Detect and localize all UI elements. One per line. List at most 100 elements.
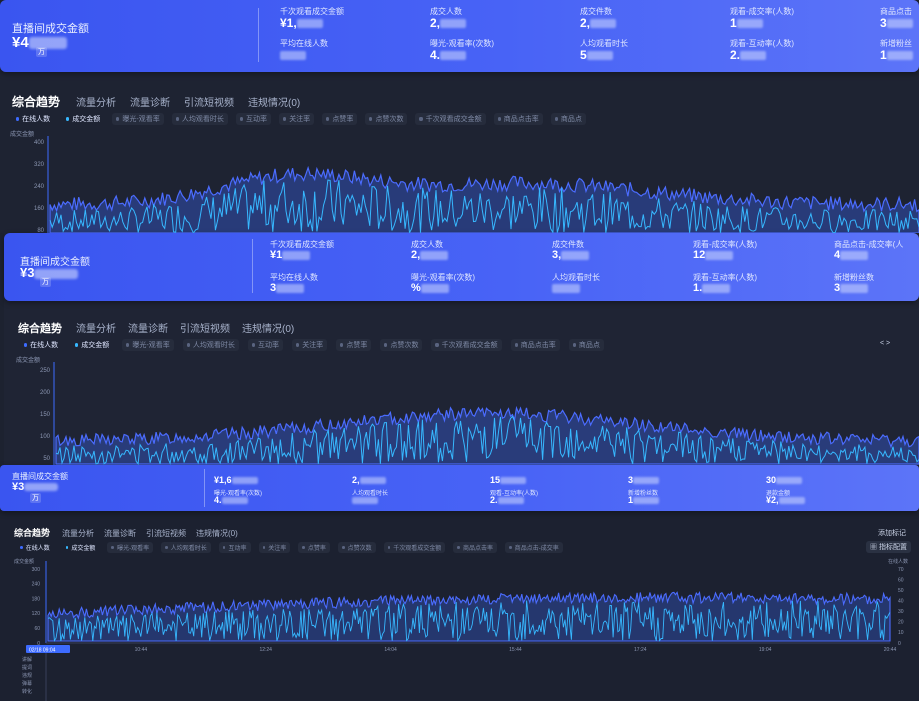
- divider: [204, 469, 205, 507]
- metric: 观看-成交率(人数) 1: [730, 6, 794, 30]
- legend-item[interactable]: 千次观看成交金额: [415, 113, 486, 125]
- legend-item[interactable]: 在线人数: [12, 113, 54, 125]
- legend-item[interactable]: 商品点击率: [493, 113, 543, 125]
- legend-item[interactable]: 商品点: [568, 339, 604, 351]
- legend-item[interactable]: 成交金额: [71, 339, 113, 351]
- legend-item[interactable]: 曝光-观看率: [107, 542, 154, 553]
- add-note-button[interactable]: 添加标记: [878, 530, 906, 537]
- tab-violations[interactable]: 违规情况(0): [242, 324, 295, 335]
- amount-area: [49, 165, 919, 233]
- tab-traffic-analysis[interactable]: 流量分析: [76, 324, 116, 335]
- legend-item[interactable]: 千次观看成交金额: [431, 339, 502, 351]
- tab-short-video[interactable]: 引流短视频: [180, 324, 230, 335]
- tab-traffic-analysis[interactable]: 流量分析: [76, 98, 117, 109]
- legend-item[interactable]: 商品点击率: [510, 339, 560, 351]
- online-line: [55, 415, 919, 466]
- legend-item[interactable]: 关注率: [292, 339, 328, 351]
- legend-item[interactable]: 人均观看时长: [161, 542, 211, 553]
- legend-dot-icon: [222, 546, 226, 549]
- metric-label: 观看-成交率(人数): [730, 7, 794, 16]
- tab-short-video[interactable]: 引流短视频: [146, 529, 187, 538]
- tab-violations[interactable]: 违规情况(0): [248, 98, 301, 109]
- legend-dot-icon: [554, 117, 558, 121]
- legend-item[interactable]: 点赞次数: [380, 339, 423, 351]
- legend-item[interactable]: 点赞率: [336, 339, 372, 351]
- legend-label: 点赞次数: [347, 546, 372, 552]
- legend-label: 人均观看时长: [181, 116, 224, 123]
- tab-overview[interactable]: 综合趋势: [18, 323, 62, 335]
- legend-dot-icon: [369, 117, 373, 121]
- tab-traffic-diagnosis[interactable]: 流量诊断: [128, 324, 168, 335]
- tab-violations[interactable]: 违规情况(0): [196, 529, 238, 538]
- metric-label: 人均观看时长: [352, 491, 389, 497]
- tab-short-video[interactable]: 引流短视频: [184, 98, 235, 109]
- tab-traffic-analysis[interactable]: 流量分析: [62, 529, 95, 538]
- legend-dot-icon: [65, 546, 69, 549]
- tab-traffic-diagnosis[interactable]: 流量诊断: [104, 529, 137, 538]
- legend-label: 点赞率: [307, 546, 326, 552]
- legend-dot-icon: [384, 343, 388, 347]
- metric-value: ¥1,: [280, 16, 344, 30]
- tab-traffic-diagnosis[interactable]: 流量诊断: [130, 98, 171, 109]
- tab-overview[interactable]: 综合趋势: [12, 95, 61, 109]
- legend-item[interactable]: 商品点击-成交率: [505, 542, 563, 553]
- metric: 2,: [352, 468, 386, 485]
- chart: 成交金额 在线人数 300 240 180 120 60 0 70 60 50 40 30 20 10…: [14, 558, 908, 701]
- legend-item[interactable]: 互动率: [235, 113, 272, 125]
- legend-item[interactable]: 点赞次数: [337, 542, 376, 553]
- tab-bar: 综合趋势 流量分析 流量诊断 引流短视频 违规情况(0): [12, 93, 300, 110]
- legend-item[interactable]: 商品点击率: [453, 542, 498, 553]
- legend-item[interactable]: 点赞率: [298, 542, 330, 553]
- legend-item[interactable]: 千次观看成交金额: [383, 542, 446, 553]
- legend-dot-icon: [509, 546, 512, 549]
- legend-item[interactable]: 在线人数: [16, 542, 54, 553]
- legend-label: 成交金额: [72, 116, 101, 123]
- metric: 商品点击 3: [880, 6, 913, 30]
- tick-label: 120: [32, 611, 41, 617]
- metric-value: [352, 495, 388, 505]
- legend-item[interactable]: 互动率: [218, 542, 251, 553]
- blurred-value: [221, 497, 248, 505]
- legend-label: 曝光-观看率: [132, 342, 170, 349]
- metric-value: 5: [580, 48, 628, 62]
- metric-config-button[interactable]: ▦ 指标配置: [866, 541, 911, 553]
- legend-item[interactable]: 曝光-观看率: [112, 113, 164, 125]
- legend-item[interactable]: 点赞次数: [365, 113, 408, 125]
- metric: 30: [766, 468, 803, 485]
- legend-item[interactable]: 关注率: [258, 542, 291, 553]
- legend-dot-icon: [435, 343, 439, 347]
- legend-item[interactable]: 人均观看时长: [182, 339, 239, 351]
- main-stat-label: 直播间成交金额: [20, 257, 90, 268]
- legend-label: 商品点: [578, 342, 600, 349]
- metric-label: 千次观看成交金额: [280, 7, 344, 16]
- blurred-value: [778, 497, 805, 505]
- legend-item[interactable]: 成交金额: [62, 542, 100, 553]
- legend-item[interactable]: 点赞率: [322, 113, 358, 125]
- tab-overview[interactable]: 综合趋势: [14, 528, 51, 538]
- metric-value: 2,: [430, 16, 467, 30]
- legend-item[interactable]: 成交金额: [62, 113, 104, 125]
- tick-label: 240: [32, 582, 41, 588]
- legend-item[interactable]: 关注率: [279, 113, 315, 125]
- metric-value: [552, 282, 600, 294]
- metric-value: 3: [834, 282, 874, 294]
- metric: 平均在线人数 3: [270, 272, 318, 294]
- metric: 曝光-观看率(次数)%: [411, 272, 475, 294]
- metric-label: 观看-互动率(人数): [490, 491, 538, 497]
- metric: 观看-互动率(人数) 1.: [693, 272, 757, 294]
- legend-label: 成交金额: [81, 342, 110, 349]
- metric-label: 观看-互动率(人数): [693, 273, 757, 282]
- legend-label: 曝光-观看率: [122, 116, 160, 123]
- legend-item[interactable]: 在线人数: [20, 339, 62, 351]
- metric-value: 1: [880, 48, 913, 62]
- metric-label: 曝光-观看率(次数): [214, 491, 262, 497]
- legend-item[interactable]: 商品点: [550, 113, 586, 125]
- legend-item[interactable]: 人均观看时长: [171, 113, 228, 125]
- metric: 平均在线人数: [280, 38, 328, 62]
- legend-label: 人均观看时长: [192, 342, 235, 349]
- legend-item[interactable]: 互动率: [247, 339, 284, 351]
- legend-pager[interactable]: < >: [880, 340, 891, 347]
- stats-banner: 直播间成交金额 ¥4 万 千次观看成交金额 ¥1, 成交人数 2, 成交件数 2, 观看-成…: [0, 0, 919, 72]
- legend-item[interactable]: 曝光-观看率: [122, 339, 174, 351]
- y-ticks: 400 320 240 160 80: [34, 140, 45, 233]
